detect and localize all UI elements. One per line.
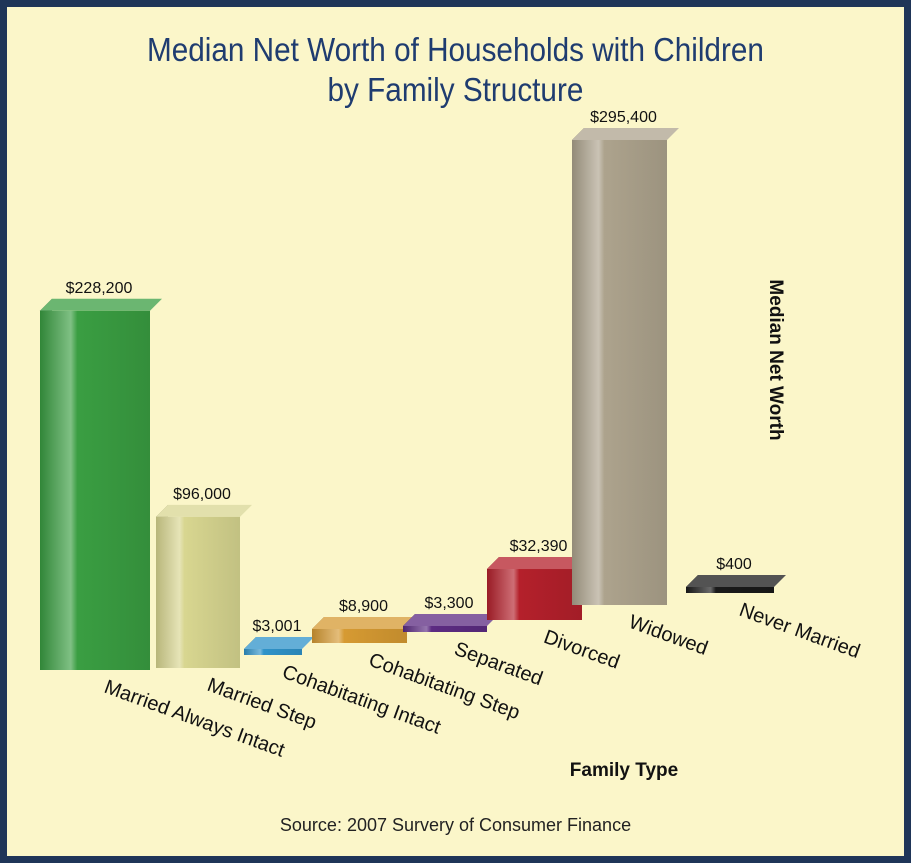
bar-front-2 — [156, 516, 240, 668]
bar-5 — [403, 614, 499, 632]
value-label-1: $228,200 — [66, 280, 133, 297]
bar-1 — [40, 298, 162, 670]
y-axis-label: Median Net Worth — [765, 279, 786, 441]
value-label-4: $8,900 — [339, 598, 388, 615]
bar-front-4 — [312, 628, 407, 643]
bar-8 — [686, 575, 786, 593]
bar-top-8 — [686, 575, 786, 587]
value-label-6: $32,390 — [510, 538, 568, 555]
bar-front-1 — [40, 310, 150, 670]
bar-front-8 — [686, 587, 774, 593]
chart-title-line-2: by Family Structure — [327, 71, 584, 108]
value-label-5: $3,300 — [425, 595, 474, 612]
bar-2 — [156, 504, 252, 668]
category-label-1: Married Always Intact — [101, 676, 288, 762]
bar-6 — [487, 557, 594, 620]
value-label-8: $400 — [716, 556, 752, 573]
bar-3 — [244, 637, 314, 655]
bar-front-7 — [572, 140, 667, 605]
chart-title: Median Net Worth of Households with Chil… — [46, 30, 866, 110]
bar-4 — [312, 616, 419, 643]
bar-front-5 — [403, 626, 487, 632]
bar-top-4 — [312, 616, 419, 629]
bar-top-6 — [487, 557, 594, 570]
bar-7 — [572, 128, 679, 605]
value-label-2: $96,000 — [173, 486, 231, 503]
bar-top-5 — [403, 614, 499, 626]
bar-top-1 — [40, 298, 162, 311]
bar-top-2 — [156, 504, 252, 517]
category-label-7: Widowed — [626, 611, 711, 660]
bar-front-3 — [244, 649, 302, 655]
chart-title-line-1: Median Net Worth of Households with Chil… — [147, 31, 764, 68]
category-label-8: Never Married — [736, 599, 863, 663]
source-note: Source: 2007 Survery of Consumer Finance — [279, 815, 632, 835]
value-label-7: $295,400 — [590, 109, 657, 126]
bar-top-7 — [572, 128, 679, 140]
category-label-6: Divorced — [541, 626, 623, 674]
x-axis-label: Family Type — [569, 760, 679, 781]
bar-top-3 — [244, 637, 314, 649]
value-label-3: $3,001 — [253, 618, 302, 635]
bar-front-6 — [487, 569, 582, 620]
